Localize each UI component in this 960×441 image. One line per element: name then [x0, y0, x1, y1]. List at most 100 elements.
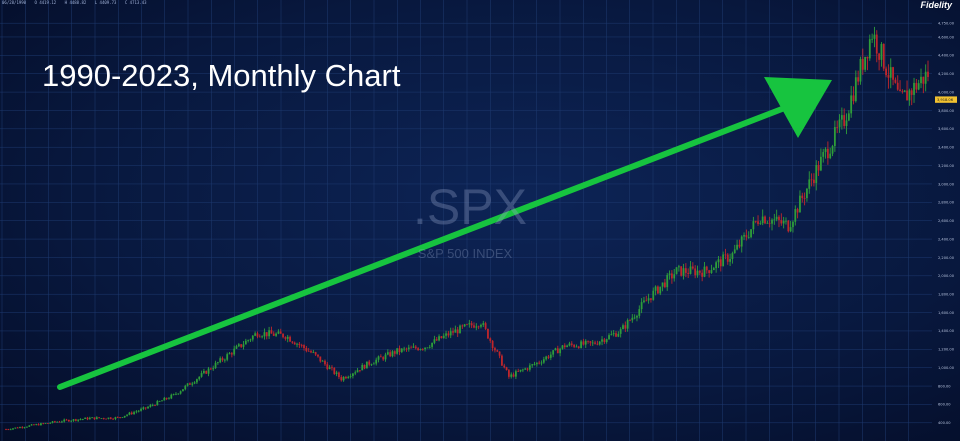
candle-body [733, 249, 736, 254]
y-tick-label: 4,750.00 [938, 21, 955, 25]
candle-body [30, 424, 33, 426]
candle-body [810, 179, 813, 181]
candle-layer [5, 26, 929, 431]
candle-body [256, 333, 259, 337]
candle-body [121, 417, 124, 419]
candle-body [428, 346, 431, 348]
candle-body [705, 266, 708, 271]
candle-body [268, 330, 270, 337]
candle-body [251, 335, 254, 340]
candle-body [643, 300, 645, 303]
candle-body [740, 236, 743, 247]
candle-body [205, 370, 208, 374]
candle-body [47, 423, 49, 424]
candle-body [487, 328, 489, 339]
candle-body [345, 376, 347, 379]
candle-body [510, 374, 513, 377]
candle-body [808, 179, 811, 189]
candle-body [88, 417, 91, 420]
candle-body [754, 221, 757, 222]
watermark-symbol: .SPX [413, 179, 527, 235]
candle-body [659, 286, 662, 294]
candle-body [915, 82, 918, 90]
candle-body [545, 356, 548, 360]
candle-body [81, 418, 84, 420]
candle-body [14, 427, 17, 429]
candle-body [619, 329, 622, 334]
candle-body [400, 348, 403, 352]
y-tick-label: 3,800.00 [938, 109, 955, 113]
candle-body [924, 71, 927, 84]
candle-body [554, 348, 557, 351]
candle-body [235, 346, 238, 349]
candle-body [757, 221, 759, 224]
candle-body [63, 419, 66, 422]
candle-body [489, 338, 492, 341]
candle-body [347, 376, 350, 379]
candle-body [521, 369, 524, 371]
candle-body [435, 339, 438, 341]
candle-body [98, 417, 101, 419]
candle-body [503, 365, 506, 368]
candle-body [424, 347, 426, 350]
y-tick-label: 2,200.00 [938, 256, 955, 260]
candle-body [566, 345, 569, 348]
candle-body [494, 348, 496, 351]
candle-body [927, 71, 929, 77]
candle-body [661, 282, 664, 287]
candle-body [16, 427, 19, 429]
candle-body [871, 38, 874, 40]
candle-body [79, 419, 82, 421]
candle-body [40, 423, 42, 426]
summary-date: 06/28/1990 [2, 0, 27, 5]
candle-body [785, 220, 787, 222]
candle-body [917, 83, 920, 90]
axis-layer: 4,750.00 4,600.00 4,400.00 4,200.00 4,000.00… [935, 21, 957, 425]
candle-body [447, 333, 450, 336]
y-tick-label: 2,800.00 [938, 201, 955, 205]
candle-body [189, 383, 191, 385]
candle-body [172, 393, 175, 395]
candle-body [719, 259, 722, 267]
candle-body [496, 350, 499, 352]
candle-body [461, 325, 464, 327]
candle-body [587, 340, 589, 342]
candle-body [729, 258, 731, 262]
candle-body [745, 235, 748, 238]
candle-body [843, 115, 846, 126]
candle-body [312, 352, 315, 353]
candle-body [698, 270, 701, 273]
candle-body [151, 405, 154, 406]
candle-body [5, 429, 7, 431]
candle-body [370, 364, 373, 366]
candle-body [365, 361, 368, 369]
candle-body [868, 39, 871, 59]
candle-body [293, 342, 296, 345]
candle-body [133, 412, 135, 414]
candle-body [689, 266, 692, 274]
candle-body [505, 367, 508, 371]
candle-body [95, 417, 98, 420]
candle-body [207, 368, 210, 374]
candle-body [875, 34, 878, 54]
candle-body [282, 333, 284, 338]
candle-body [51, 421, 54, 423]
candle-body [596, 343, 599, 345]
candle-body [908, 90, 911, 101]
candle-body [335, 372, 338, 374]
candle-body [35, 424, 38, 426]
candle-body [286, 336, 289, 339]
candle-body [854, 77, 857, 102]
candle-body [899, 89, 901, 92]
candle-body [442, 335, 445, 339]
candle-body [375, 359, 378, 364]
candle-body [743, 235, 745, 237]
candle-body [440, 336, 443, 339]
candle-body [903, 90, 906, 92]
candle-body [582, 341, 585, 345]
candle-body [668, 273, 671, 275]
candle-body [775, 216, 778, 220]
candle-body [219, 358, 222, 363]
candle-body [573, 344, 576, 347]
candle-body [514, 371, 517, 377]
